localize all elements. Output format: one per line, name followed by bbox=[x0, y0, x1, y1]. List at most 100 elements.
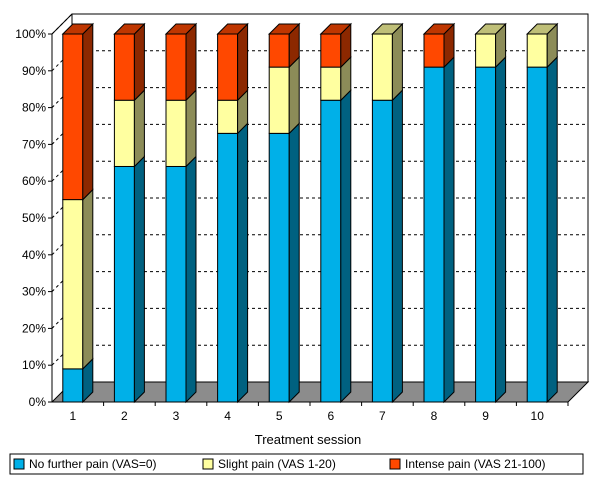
legend-label: Slight pain (VAS 1-20) bbox=[218, 457, 336, 471]
bar-session-8 bbox=[422, 22, 456, 404]
bar-segment bbox=[423, 55, 455, 404]
x-tick-label: 2 bbox=[121, 409, 128, 423]
y-tick-label: 70% bbox=[22, 137, 46, 151]
x-tick-label: 6 bbox=[327, 409, 334, 423]
bar-front bbox=[165, 33, 187, 101]
y-tick-label: 0% bbox=[29, 395, 47, 409]
gridline-diagonal bbox=[51, 160, 73, 182]
bar-session-6 bbox=[319, 22, 353, 404]
bar-side bbox=[340, 89, 352, 404]
bar-segment bbox=[113, 22, 145, 102]
legend-swatch bbox=[202, 458, 214, 470]
legend-label: No further pain (VAS=0) bbox=[29, 457, 157, 471]
x-tick-label: 5 bbox=[276, 409, 283, 423]
bar-front bbox=[113, 33, 135, 101]
bar-top bbox=[113, 23, 146, 35]
y-tick-label: 20% bbox=[22, 321, 46, 335]
bar-front bbox=[268, 132, 290, 403]
bar-session-4 bbox=[216, 22, 249, 404]
bar-segment bbox=[113, 155, 145, 404]
bar-front bbox=[268, 66, 290, 134]
bar-top bbox=[371, 23, 404, 35]
x-tick-label: 9 bbox=[482, 409, 489, 423]
bar-front bbox=[62, 33, 84, 201]
bar-segment bbox=[268, 22, 300, 69]
bar-segment bbox=[475, 55, 507, 404]
bar-front bbox=[165, 99, 187, 167]
x-tick-label: 3 bbox=[173, 409, 180, 423]
bar-front bbox=[113, 99, 135, 167]
y-axis-ticks: 0% 10% 20% 30% 40% 50% 60% 70% 80% 90% 100% bbox=[15, 27, 52, 409]
x-axis-ticks: 1 2 3 4 5 6 7 8 9 10 bbox=[52, 401, 569, 423]
gridline-diagonal bbox=[51, 344, 73, 366]
gridline-diagonal bbox=[51, 124, 73, 145]
bars bbox=[61, 22, 559, 404]
gridline-diagonal bbox=[51, 50, 73, 72]
bar-segment bbox=[320, 89, 352, 404]
y-tick-label: 50% bbox=[22, 211, 46, 225]
bar-segment bbox=[320, 55, 352, 102]
bar-segment bbox=[268, 55, 300, 135]
bar-segment bbox=[165, 155, 197, 404]
bar-front bbox=[526, 33, 548, 68]
bar-segment bbox=[526, 55, 558, 404]
bar-side bbox=[185, 89, 197, 168]
bar-side bbox=[237, 22, 249, 102]
legend-swatch bbox=[13, 458, 25, 470]
bar-top bbox=[216, 23, 249, 35]
bar-segment bbox=[113, 89, 145, 168]
bar-front bbox=[423, 66, 445, 403]
bar-side bbox=[185, 155, 197, 404]
gridline-diagonal bbox=[51, 271, 73, 292]
bar-side bbox=[82, 188, 94, 371]
bar-top bbox=[525, 23, 559, 35]
bar-side bbox=[495, 55, 507, 404]
legend: No further pain (VAS=0) Slight pain (VAS … bbox=[9, 453, 584, 475]
bar-session-2 bbox=[113, 22, 146, 404]
bar-front bbox=[165, 165, 187, 403]
bar-front bbox=[320, 66, 342, 101]
x-axis-label: Treatment session bbox=[255, 432, 361, 447]
bar-side bbox=[133, 89, 145, 168]
bar-session-1 bbox=[61, 22, 95, 404]
bar-front bbox=[217, 33, 239, 101]
legend-label: Intense pain (VAS 21-100) bbox=[405, 457, 546, 471]
bar-front bbox=[526, 66, 548, 403]
bar-front bbox=[475, 66, 497, 403]
bar-session-7 bbox=[371, 22, 404, 404]
bar-segment bbox=[165, 89, 197, 168]
bar-session-5 bbox=[267, 22, 301, 404]
gridline-diagonal bbox=[51, 234, 73, 256]
bar-side bbox=[185, 22, 197, 102]
y-tick-label: 10% bbox=[22, 358, 46, 372]
y-tick-label: 100% bbox=[15, 27, 46, 41]
bar-segment bbox=[62, 22, 94, 201]
bar-front bbox=[320, 33, 342, 68]
legend-item: Slight pain (VAS 1-20) bbox=[202, 457, 336, 471]
bar-top bbox=[422, 23, 456, 35]
gridline-diagonal bbox=[51, 87, 73, 108]
bar-side bbox=[288, 122, 300, 404]
bar-top bbox=[164, 23, 198, 35]
bar-front bbox=[371, 33, 393, 101]
gridline-diagonal bbox=[51, 308, 73, 329]
bar-side bbox=[288, 55, 300, 135]
bar-front bbox=[423, 33, 445, 68]
bar-session-3 bbox=[164, 22, 198, 404]
bar-side bbox=[133, 155, 145, 404]
bar-segment bbox=[217, 22, 249, 102]
legend-item: Intense pain (VAS 21-100) bbox=[389, 457, 546, 471]
bar-top bbox=[474, 23, 507, 35]
bar-top bbox=[61, 23, 95, 35]
bar-segment bbox=[371, 22, 403, 102]
legend-swatch bbox=[389, 458, 401, 470]
y-tick-label: 90% bbox=[22, 64, 46, 78]
bar-front bbox=[62, 199, 84, 370]
bar-side bbox=[133, 22, 145, 102]
bar-segment bbox=[217, 122, 249, 404]
bar-front bbox=[217, 99, 239, 134]
bar-side bbox=[391, 89, 403, 404]
bar-session-9 bbox=[474, 22, 507, 404]
bar-segment bbox=[62, 188, 94, 371]
legend-item: No further pain (VAS=0) bbox=[13, 457, 157, 471]
